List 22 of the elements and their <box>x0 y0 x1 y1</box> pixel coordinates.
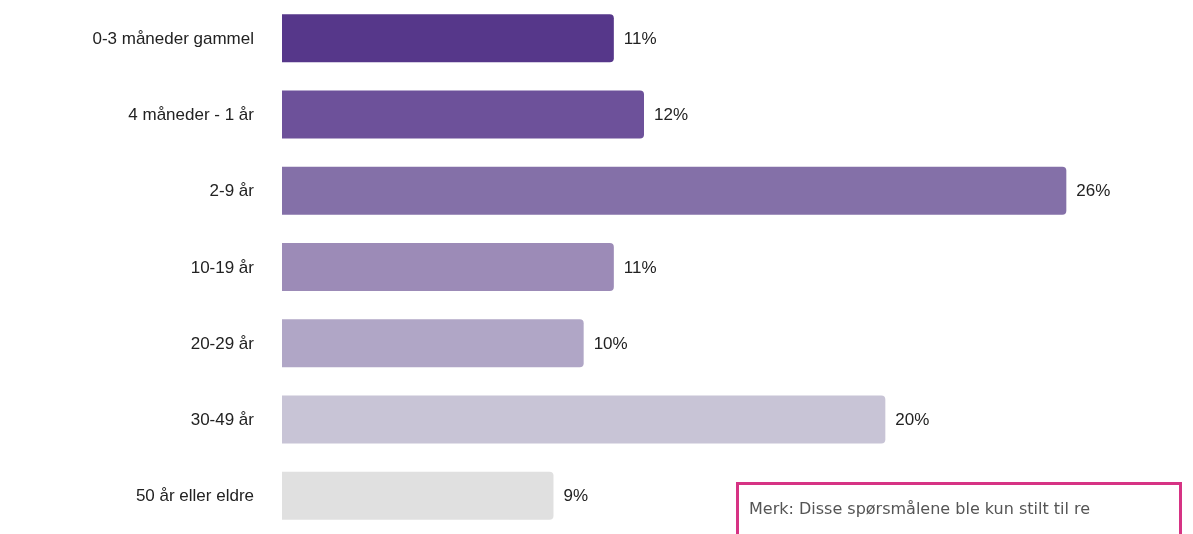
bar <box>282 166 1067 215</box>
data-label: 11% <box>623 257 657 277</box>
data-label: 20% <box>895 410 930 430</box>
data-label: 10% <box>593 333 628 353</box>
y-tick-label: 20-29 år <box>190 333 255 353</box>
bar <box>282 243 614 291</box>
bar <box>282 395 886 444</box>
data-label: 12% <box>654 104 689 124</box>
bar <box>282 14 614 63</box>
y-tick-label: 0-3 måneder gammel <box>92 28 254 48</box>
y-tick-label: 4 måneder - 1 år <box>128 104 255 124</box>
bar <box>282 471 554 520</box>
y-tick-label: 2-9 år <box>209 181 255 201</box>
y-tick-label: 30-49 år <box>190 410 255 430</box>
bar <box>282 319 584 368</box>
data-label: 9% <box>563 486 589 506</box>
data-label: 26% <box>1076 181 1111 201</box>
bar <box>282 90 644 139</box>
data-label: 11% <box>623 28 657 48</box>
y-tick-label: 10-19 år <box>190 257 255 277</box>
y-tick-label: 50 år eller eldre <box>135 486 254 506</box>
note-box: Merk: Disse spørsmålene ble kun stilt til re <box>736 482 1182 534</box>
